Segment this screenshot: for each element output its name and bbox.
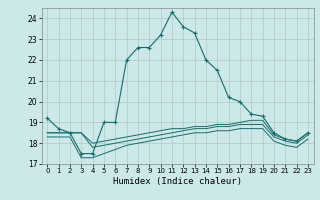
X-axis label: Humidex (Indice chaleur): Humidex (Indice chaleur) xyxy=(113,177,242,186)
